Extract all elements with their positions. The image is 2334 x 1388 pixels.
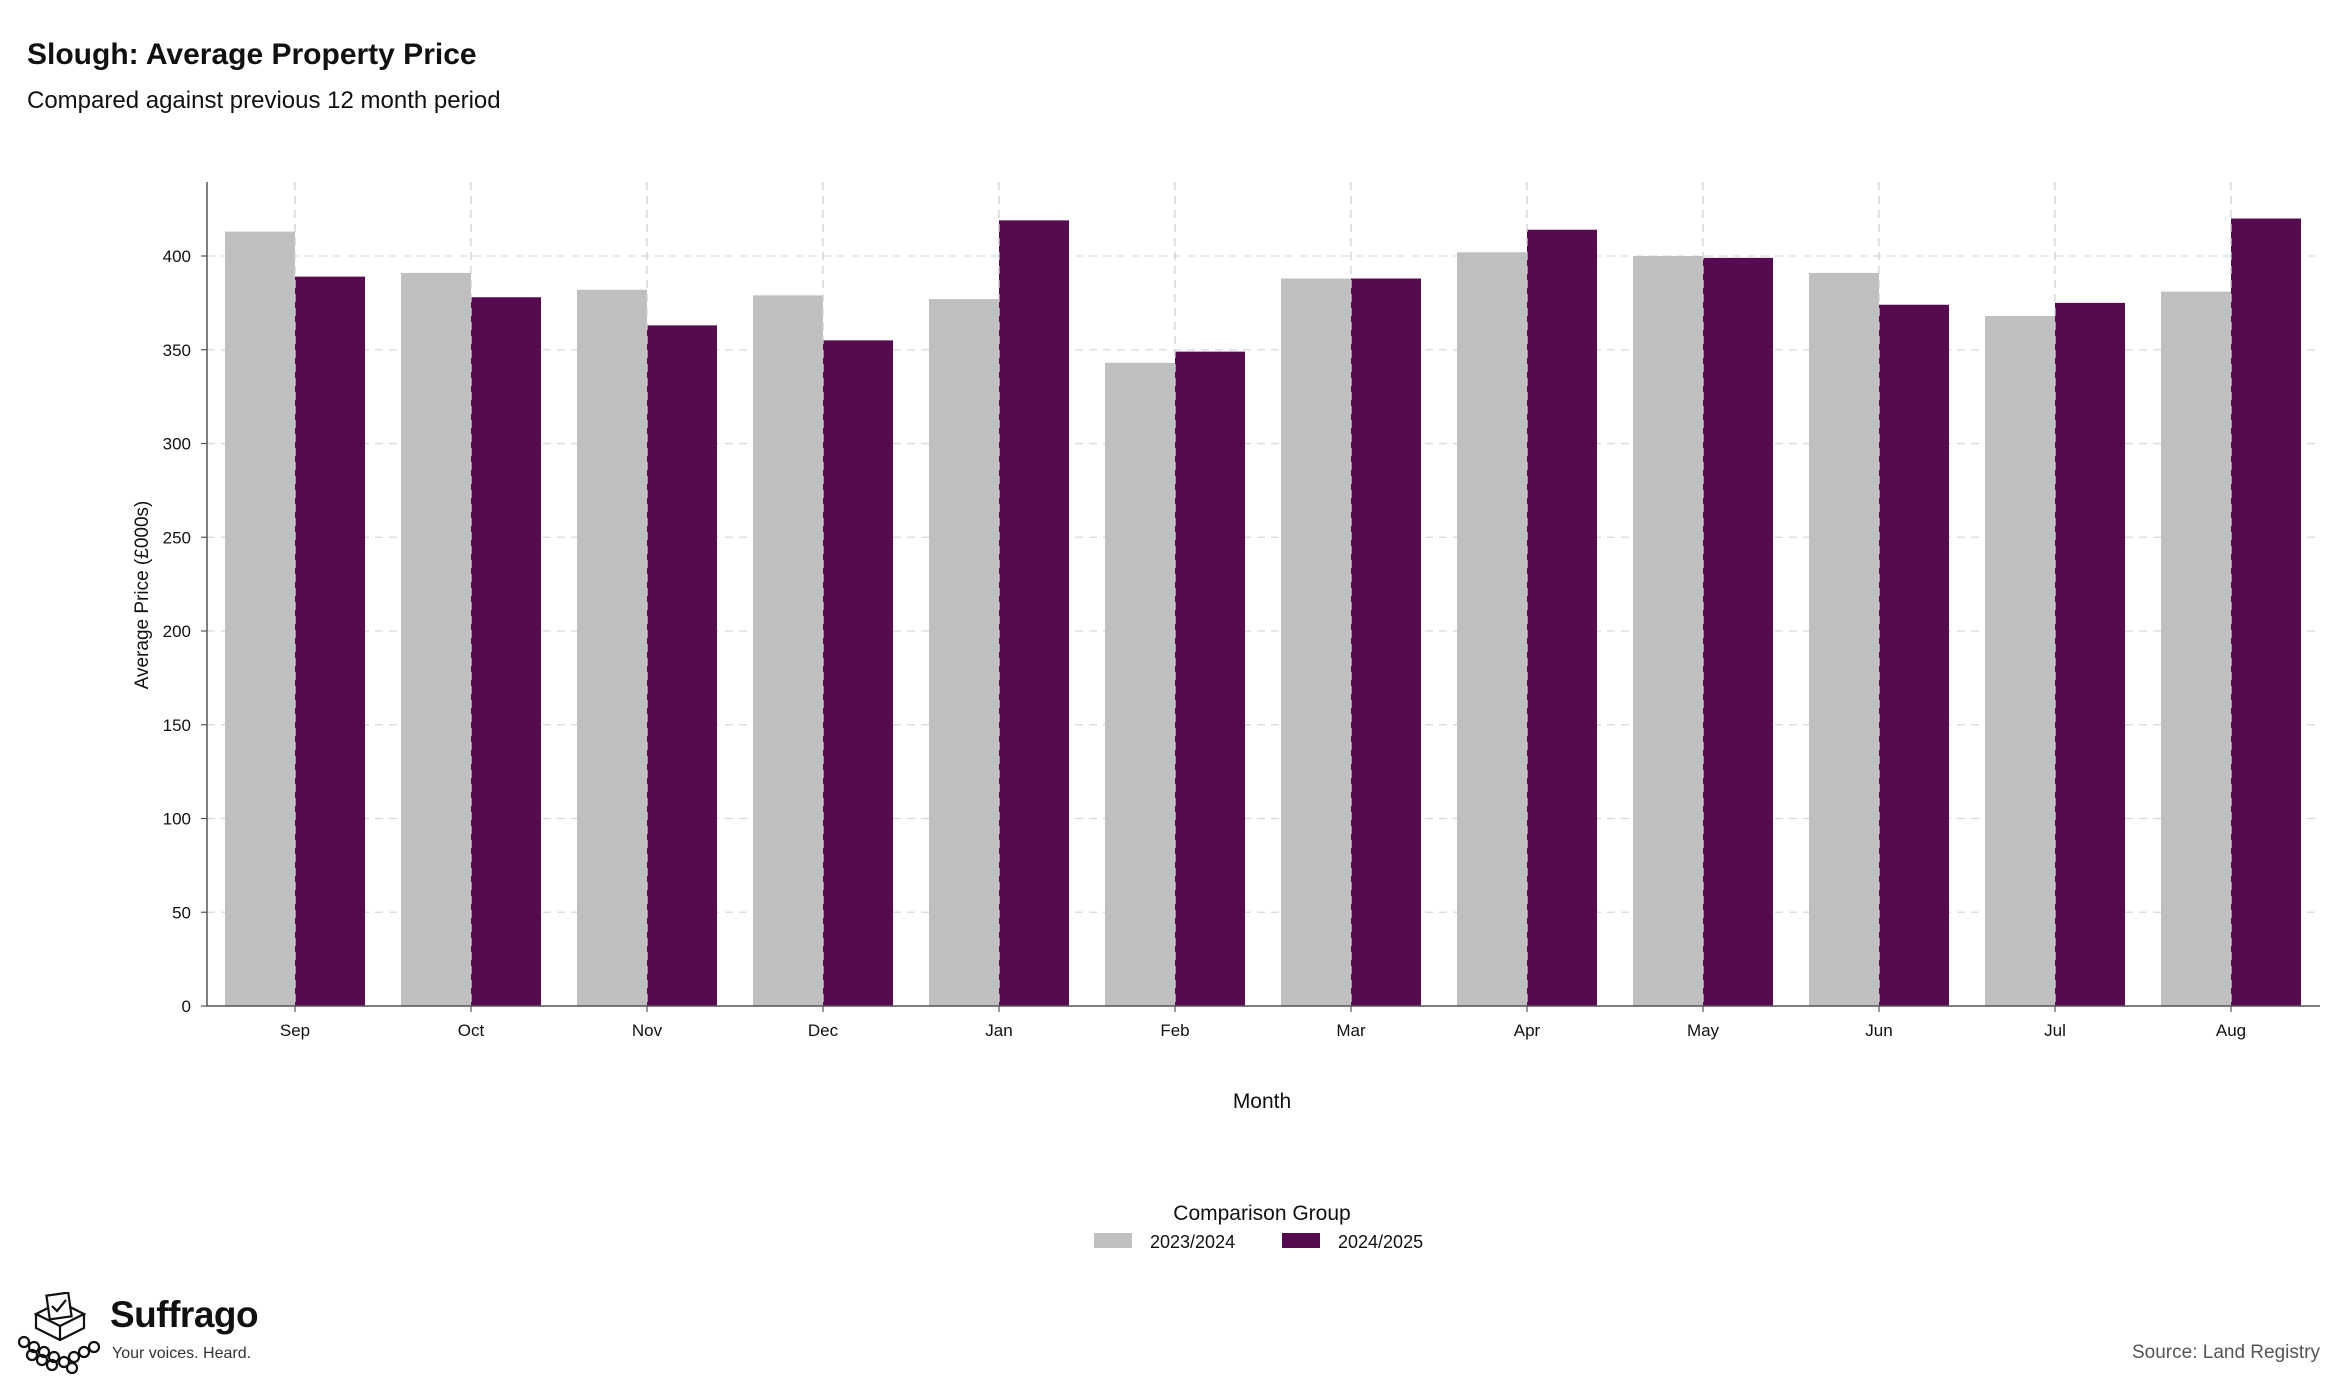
legend-label: 2023/2024 bbox=[1150, 1232, 1235, 1252]
legend-swatch bbox=[1094, 1233, 1132, 1248]
bar-2024-2025-dec bbox=[823, 340, 893, 1006]
y-tick-label: 50 bbox=[172, 903, 191, 922]
bar-2024-2025-jun bbox=[1879, 304, 1949, 1006]
suffrago-logo: Suffrago Your voices. Heard. bbox=[14, 1291, 274, 1382]
x-tick-label: Jul bbox=[2044, 1021, 2066, 1040]
y-tick-label: 0 bbox=[182, 997, 191, 1016]
y-tick-label: 350 bbox=[163, 341, 191, 360]
bar-2023-2024-dec bbox=[753, 295, 823, 1006]
x-tick-label: Apr bbox=[1514, 1021, 1541, 1040]
bar-2024-2025-jan bbox=[999, 220, 1069, 1006]
legend-label: 2024/2025 bbox=[1338, 1232, 1423, 1252]
y-axis-label: Average Price (£000s) bbox=[132, 501, 153, 690]
y-tick-label: 300 bbox=[163, 435, 191, 454]
axes bbox=[206, 182, 2320, 1007]
bar-2024-2025-feb bbox=[1175, 351, 1245, 1006]
bar-2024-2025-oct bbox=[471, 297, 541, 1006]
y-tick-label: 150 bbox=[163, 716, 191, 735]
x-tick-label: Feb bbox=[1160, 1021, 1189, 1040]
x-axis-label: Month bbox=[1233, 1090, 1291, 1113]
bar-2023-2024-jul bbox=[1985, 316, 2055, 1006]
x-tick-label: Dec bbox=[808, 1021, 839, 1040]
x-tick-label: Nov bbox=[632, 1021, 663, 1040]
bar-2023-2024-aug bbox=[2161, 291, 2231, 1006]
source-note: Source: Land Registry bbox=[2132, 1342, 2320, 1363]
bar-2023-2024-jun bbox=[1809, 272, 1879, 1006]
bars bbox=[225, 218, 2301, 1006]
bar-2024-2025-aug bbox=[2231, 218, 2301, 1006]
bar-2023-2024-oct bbox=[401, 272, 471, 1006]
x-tick-label: Mar bbox=[1336, 1021, 1366, 1040]
bar-2023-2024-may bbox=[1633, 256, 1703, 1006]
vertical-grid-lines bbox=[294, 182, 2232, 1006]
bar-2023-2024-sep bbox=[225, 231, 295, 1006]
legend-title: Comparison Group bbox=[1173, 1202, 1350, 1225]
ballot-box-icon bbox=[17, 1291, 101, 1375]
x-tick-label: Sep bbox=[280, 1021, 310, 1040]
brand-name: Suffrago bbox=[110, 1294, 259, 1335]
bar-2023-2024-jan bbox=[929, 299, 999, 1006]
grid-lines bbox=[207, 255, 2320, 913]
bar-2023-2024-nov bbox=[577, 289, 647, 1006]
bar-2023-2024-mar bbox=[1281, 278, 1351, 1006]
x-tick-label: May bbox=[1687, 1021, 1720, 1040]
chart-subtitle: Compared against previous 12 month perio… bbox=[27, 87, 501, 114]
x-tick-label: Jan bbox=[985, 1021, 1012, 1040]
y-tick-label: 100 bbox=[163, 810, 191, 829]
brand-tagline: Your voices. Heard. bbox=[112, 1345, 252, 1362]
bar-2023-2024-apr bbox=[1457, 252, 1527, 1006]
bar-2024-2025-apr bbox=[1527, 229, 1597, 1006]
x-tick-label: Oct bbox=[458, 1021, 485, 1040]
y-tick-label: 400 bbox=[163, 247, 191, 266]
y-tick-label: 250 bbox=[163, 528, 191, 547]
y-tick-labels: 0 50 100 150 200 250 300 350 400 bbox=[163, 247, 207, 1016]
bar-2023-2024-feb bbox=[1105, 362, 1175, 1006]
chart-title: Slough: Average Property Price bbox=[27, 38, 477, 71]
bar-2024-2025-may bbox=[1703, 257, 1773, 1006]
legend: 2023/2024 2024/2025 bbox=[1094, 1232, 1423, 1252]
bar-2024-2025-jul bbox=[2055, 302, 2125, 1006]
y-tick-label: 200 bbox=[163, 622, 191, 641]
bar-2024-2025-mar bbox=[1351, 278, 1421, 1006]
bar-2024-2025-sep bbox=[295, 276, 365, 1006]
x-tick-labels: Sep Oct Nov Dec Jan Feb Mar Apr May Jun Jul Aug bbox=[280, 1006, 2246, 1040]
legend-swatch bbox=[1282, 1233, 1320, 1248]
bar-2024-2025-nov bbox=[647, 325, 717, 1006]
x-tick-label: Jun bbox=[1865, 1021, 1892, 1040]
x-tick-label: Aug bbox=[2216, 1021, 2246, 1040]
